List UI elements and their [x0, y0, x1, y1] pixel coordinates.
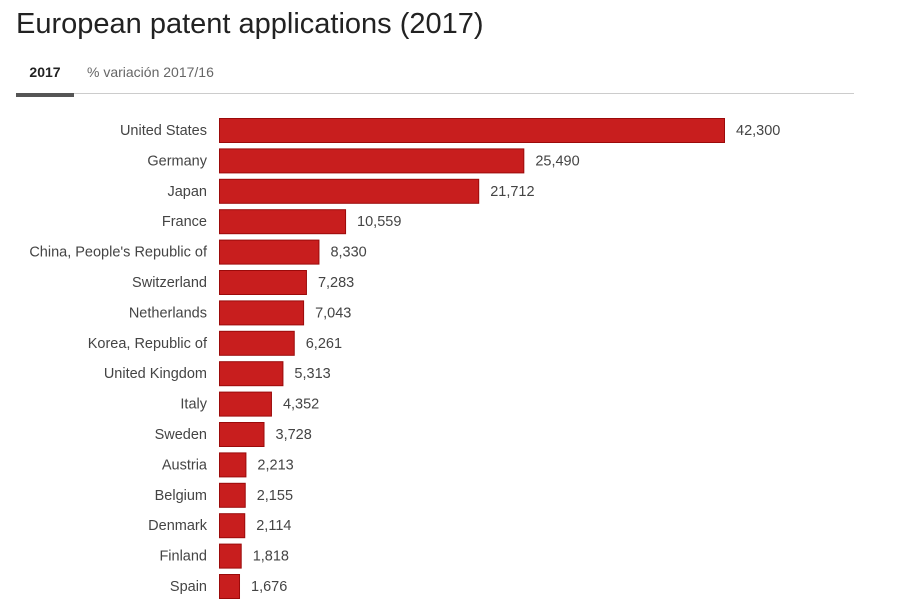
category-label: Belgium — [155, 488, 207, 504]
value-label: 7,283 — [318, 275, 354, 291]
category-label: Finland — [159, 549, 207, 565]
bar[interactable] — [220, 514, 245, 538]
category-label: France — [162, 214, 207, 230]
category-label: Korea, Republic of — [88, 336, 208, 352]
value-label: 4,352 — [283, 397, 319, 413]
category-label: United Kingdom — [104, 366, 207, 382]
value-label: 3,728 — [276, 427, 312, 443]
value-label: 7,043 — [315, 305, 351, 321]
category-label: United States — [120, 123, 207, 139]
category-label: Austria — [162, 457, 208, 473]
value-label: 42,300 — [736, 123, 780, 139]
value-label: 5,313 — [294, 366, 330, 382]
value-label: 21,712 — [490, 184, 534, 200]
category-label: China, People's Republic of — [29, 245, 208, 261]
bar[interactable] — [220, 392, 272, 416]
value-label: 2,213 — [257, 457, 293, 473]
category-label: Switzerland — [132, 275, 207, 291]
value-label: 2,114 — [256, 518, 291, 534]
bar[interactable] — [220, 119, 725, 143]
category-label: Denmark — [148, 518, 208, 534]
category-label: Netherlands — [129, 305, 207, 321]
bar[interactable] — [220, 483, 246, 507]
category-label: Spain — [170, 579, 207, 595]
value-label: 1,676 — [251, 579, 287, 595]
value-label: 6,261 — [306, 336, 342, 352]
bar[interactable] — [220, 544, 242, 568]
bar[interactable] — [220, 331, 295, 355]
bar[interactable] — [220, 149, 524, 173]
bar[interactable] — [220, 423, 265, 447]
bar[interactable] — [220, 240, 319, 264]
value-label: 25,490 — [535, 153, 579, 169]
value-label: 8,330 — [330, 245, 366, 261]
bar[interactable] — [220, 453, 246, 477]
bar[interactable] — [220, 301, 304, 325]
category-label: Japan — [167, 184, 207, 200]
value-label: 10,559 — [357, 214, 401, 230]
bar[interactable] — [220, 179, 479, 203]
bar[interactable] — [220, 271, 307, 295]
bar[interactable] — [220, 210, 346, 234]
category-label: Germany — [147, 153, 207, 169]
category-label: Italy — [180, 397, 207, 413]
value-label: 2,155 — [257, 488, 293, 504]
value-label: 1,818 — [253, 549, 289, 565]
bar[interactable] — [220, 362, 283, 386]
bar[interactable] — [220, 575, 240, 599]
category-label: Sweden — [155, 427, 207, 443]
